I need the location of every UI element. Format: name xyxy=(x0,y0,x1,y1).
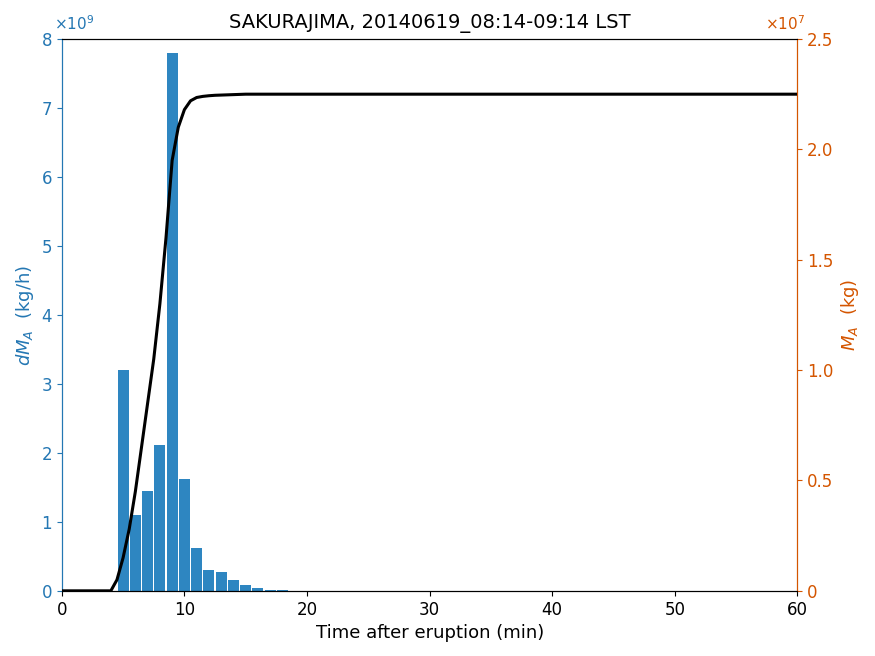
Bar xyxy=(117,370,129,591)
Y-axis label: $M_A$  (kg): $M_A$ (kg) xyxy=(839,279,861,351)
Y-axis label: $dM_A$  (kg/h): $dM_A$ (kg/h) xyxy=(14,264,36,365)
Bar xyxy=(154,445,165,591)
Bar xyxy=(265,590,276,591)
Bar xyxy=(142,491,153,591)
Bar xyxy=(215,571,227,591)
X-axis label: Time after eruption (min): Time after eruption (min) xyxy=(316,624,543,642)
Bar xyxy=(228,580,239,591)
Bar xyxy=(166,52,178,591)
Text: $\times10^9$: $\times10^9$ xyxy=(54,15,94,33)
Title: SAKURAJIMA, 20140619_08:14-09:14 LST: SAKURAJIMA, 20140619_08:14-09:14 LST xyxy=(229,14,630,33)
Bar xyxy=(203,570,214,591)
Bar xyxy=(178,479,190,591)
Bar xyxy=(253,588,263,591)
Text: $\times10^7$: $\times10^7$ xyxy=(765,15,805,33)
Bar xyxy=(241,585,251,591)
Bar xyxy=(130,515,141,591)
Bar xyxy=(191,548,202,591)
